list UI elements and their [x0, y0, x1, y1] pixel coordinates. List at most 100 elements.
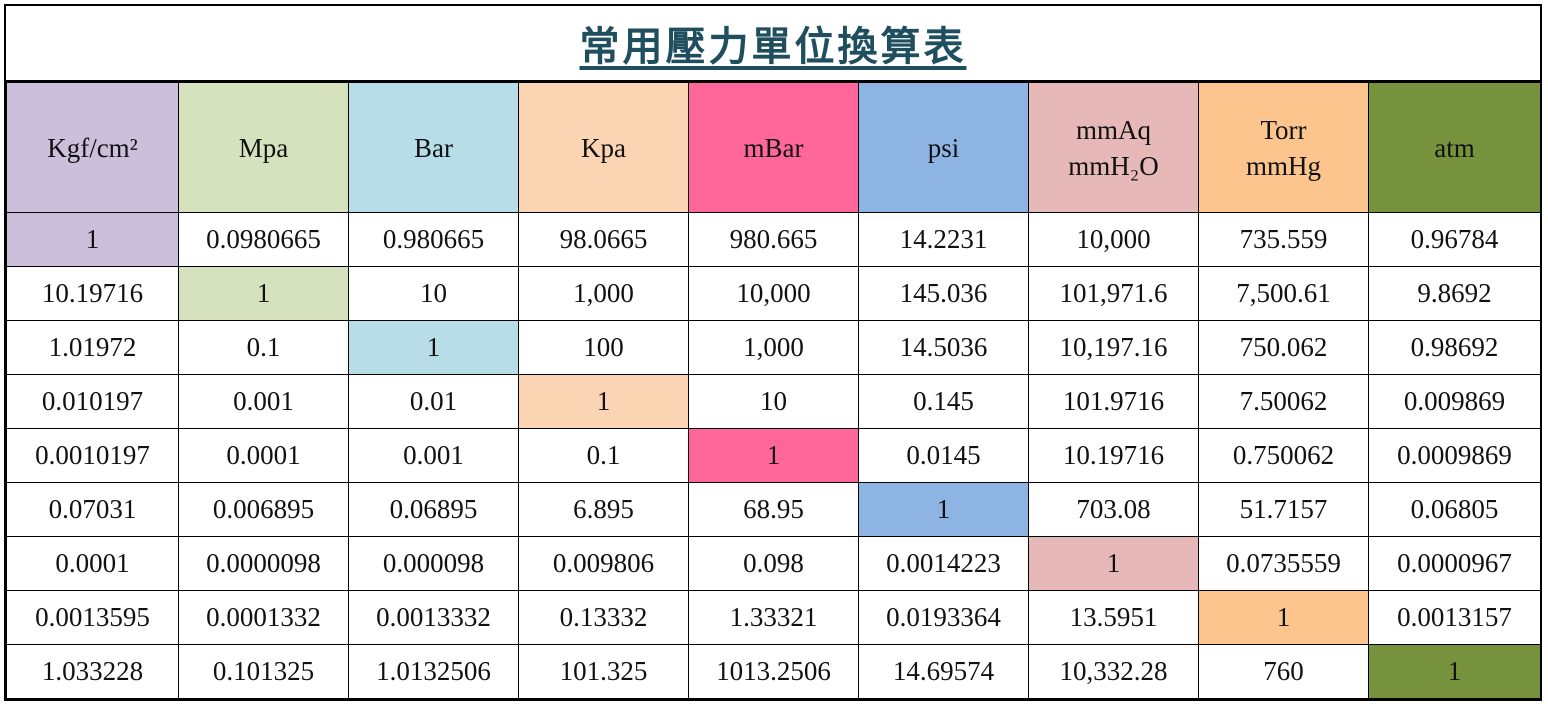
column-header: Torr mmHg	[1198, 82, 1369, 213]
column-header-label: Mpa	[238, 132, 289, 163]
table-cell: 0.0000967	[1368, 536, 1541, 591]
column-header-label: Kpa	[581, 132, 626, 163]
column-header-label: mmH₂O	[1068, 150, 1159, 181]
table-cell: 0.098	[688, 536, 859, 591]
table-cell: 10,000	[1028, 212, 1199, 267]
table-cell: 703.08	[1028, 482, 1199, 537]
table-cell: 0.0193364	[858, 590, 1029, 645]
table-cell: 10,197.16	[1028, 320, 1199, 375]
table-cell: 0.0013157	[1368, 590, 1541, 645]
table-cell: 101.9716	[1028, 374, 1199, 429]
column-header-label: mBar	[743, 132, 804, 163]
column-header-label: mmAq	[1075, 114, 1151, 145]
unit-identity-cell: 1	[178, 266, 349, 321]
table-cell: 1.0132506	[348, 644, 519, 699]
column-header-label: psi	[927, 132, 960, 163]
table-cell: 0.06805	[1368, 482, 1541, 537]
table-cell: 0.010197	[6, 374, 179, 429]
table-cell: 1,000	[518, 266, 689, 321]
table-cell: 100	[518, 320, 689, 375]
column-header: Bar	[348, 82, 519, 213]
table-cell: 1.01972	[6, 320, 179, 375]
column-header-label: mmHg	[1245, 150, 1321, 181]
table-cell: 51.7157	[1198, 482, 1369, 537]
unit-identity-cell: 1	[1368, 644, 1541, 699]
table-cell: 0.980665	[348, 212, 519, 267]
header-row: Kgf/cm² Mpa Bar Kpa mBar psi mmAq mmH₂O Torr mmHg…	[6, 82, 1541, 213]
table-cell: 10.19716	[1028, 428, 1199, 483]
table-cell: 0.0735559	[1198, 536, 1369, 591]
table-cell: 98.0665	[518, 212, 689, 267]
table-cell: 7.50062	[1198, 374, 1369, 429]
table-cell: 0.001	[178, 374, 349, 429]
table-cell: 0.000098	[348, 536, 519, 591]
table-cell: 0.0009869	[1368, 428, 1541, 483]
table-cell: 0.01	[348, 374, 519, 429]
table-row: 0.0013595 0.0001332 0.0013332 0.13332 1.3332…	[6, 590, 1541, 645]
table-cell: 0.0000098	[178, 536, 349, 591]
table-cell: 101.325	[518, 644, 689, 699]
table-row: 1 0.0980665 0.980665 98.0665 980.665 14.2231 1…	[6, 212, 1541, 267]
unit-identity-cell: 1	[348, 320, 519, 375]
table-row: 0.0001 0.0000098 0.000098 0.009806 0.098 0.00…	[6, 536, 1541, 591]
unit-identity-cell: 1	[518, 374, 689, 429]
table-cell: 0.96784	[1368, 212, 1541, 267]
table-cell: 9.8692	[1368, 266, 1541, 321]
conversion-table: Kgf/cm² Mpa Bar Kpa mBar psi mmAq mmH₂O Torr mmHg…	[6, 82, 1541, 699]
table-cell: 0.006895	[178, 482, 349, 537]
table-cell: 0.1	[178, 320, 349, 375]
table-cell: 10.19716	[6, 266, 179, 321]
unit-identity-cell: 1	[688, 428, 859, 483]
table-cell: 0.101325	[178, 644, 349, 699]
table-cell: 760	[1198, 644, 1369, 699]
table-cell: 0.98692	[1368, 320, 1541, 375]
table-cell: 0.0001	[178, 428, 349, 483]
table-cell: 14.2231	[858, 212, 1029, 267]
unit-identity-cell: 1	[6, 212, 179, 267]
table-cell: 1.33321	[688, 590, 859, 645]
table-cell: 980.665	[688, 212, 859, 267]
column-header: Kgf/cm²	[6, 82, 179, 213]
table-cell: 0.0013595	[6, 590, 179, 645]
column-header-label: Kgf/cm²	[47, 132, 138, 163]
column-header-label: Torr	[1260, 114, 1307, 145]
table-row: 0.0010197 0.0001 0.001 0.1 1 0.0145 10.19716 0.…	[6, 428, 1541, 483]
table-cell: 10,332.28	[1028, 644, 1199, 699]
table-cell: 0.1	[518, 428, 689, 483]
table-cell: 0.009869	[1368, 374, 1541, 429]
table-cell: 750.062	[1198, 320, 1369, 375]
table-cell: 10,000	[688, 266, 859, 321]
table-cell: 0.0014223	[858, 536, 1029, 591]
table-cell: 0.13332	[518, 590, 689, 645]
table-cell: 0.06895	[348, 482, 519, 537]
table-cell: 0.001	[348, 428, 519, 483]
table-cell: 0.0980665	[178, 212, 349, 267]
column-header: Kpa	[518, 82, 689, 213]
table-cell: 145.036	[858, 266, 1029, 321]
title-bar: 常用壓力單位換算表	[6, 6, 1540, 82]
table-cell: 0.07031	[6, 482, 179, 537]
conversion-sheet: 常用壓力單位換算表 Kgf/cm² Mpa Bar Kpa mBar psi mmAq mmH…	[4, 4, 1542, 701]
table-cell: 0.009806	[518, 536, 689, 591]
table-row: 1.033228 0.101325 1.0132506 101.325 1013.250…	[6, 644, 1541, 699]
table-cell: 10	[348, 266, 519, 321]
unit-identity-cell: 1	[1028, 536, 1199, 591]
column-header: psi	[858, 82, 1029, 213]
table-cell: 1.033228	[6, 644, 179, 699]
table-cell: 0.750062	[1198, 428, 1369, 483]
column-header: mmAq mmH₂O	[1028, 82, 1199, 213]
table-cell: 0.0010197	[6, 428, 179, 483]
table-cell: 10	[688, 374, 859, 429]
table-cell: 0.0001	[6, 536, 179, 591]
table-cell: 1013.2506	[688, 644, 859, 699]
column-header: Mpa	[178, 82, 349, 213]
table-row: 10.19716 1 10 1,000 10,000 145.036 101,971.6 7,…	[6, 266, 1541, 321]
table-cell: 0.0001332	[178, 590, 349, 645]
table-cell: 1,000	[688, 320, 859, 375]
unit-identity-cell: 1	[858, 482, 1029, 537]
table-cell: 6.895	[518, 482, 689, 537]
table-cell: 14.69574	[858, 644, 1029, 699]
table-cell: 0.145	[858, 374, 1029, 429]
column-header-label: atm	[1434, 132, 1475, 163]
table-cell: 101,971.6	[1028, 266, 1199, 321]
